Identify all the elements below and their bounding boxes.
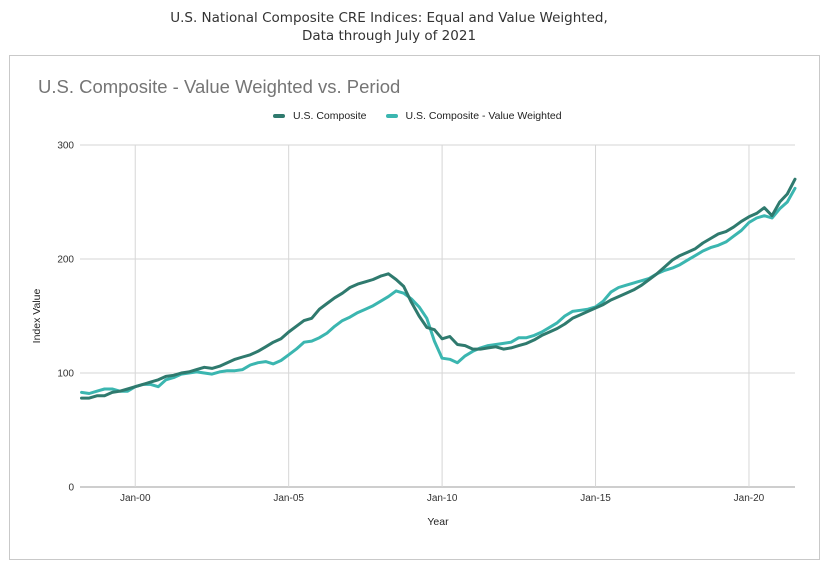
legend-item-us-composite[interactable]: U.S. Composite (273, 110, 367, 122)
figure-title: U.S. National Composite CRE Indices: Equ… (0, 9, 778, 45)
chart-legend: U.S. Composite U.S. Composite - Value We… (273, 110, 581, 122)
figure-title-line-2: Data through July of 2021 (301, 28, 477, 44)
y-tick-label: 100 (57, 369, 74, 380)
x-tick-label: Jan-00 (120, 493, 151, 504)
legend-label-value-weighted: U.S. Composite - Value Weighted (405, 110, 562, 122)
x-tick-label: Jan-20 (734, 493, 765, 504)
figure-title-line-1: U.S. National Composite CRE Indices: Equ… (170, 10, 608, 26)
x-tick-label: Jan-05 (273, 493, 304, 504)
y-tick-label: 300 (57, 141, 74, 152)
y-tick-label: 200 (57, 255, 74, 266)
x-tick-label: Jan-15 (580, 493, 611, 504)
legend-swatch-us-composite (273, 114, 285, 118)
x-axis-label: Year (427, 516, 449, 528)
series-line-us-composite[interactable] (80, 177, 797, 400)
y-axis-label: Index Value (31, 289, 43, 344)
legend-item-value-weighted[interactable]: U.S. Composite - Value Weighted (385, 110, 562, 122)
legend-swatch-value-weighted (385, 114, 398, 118)
y-tick-label: 0 (68, 483, 74, 494)
chart-title: U.S. Composite - Value Weighted vs. Peri… (38, 76, 401, 97)
legend-label-us-composite: U.S. Composite (293, 110, 367, 122)
x-tick-label: Jan-10 (427, 493, 458, 504)
series-line-value-weighted[interactable] (80, 186, 797, 395)
